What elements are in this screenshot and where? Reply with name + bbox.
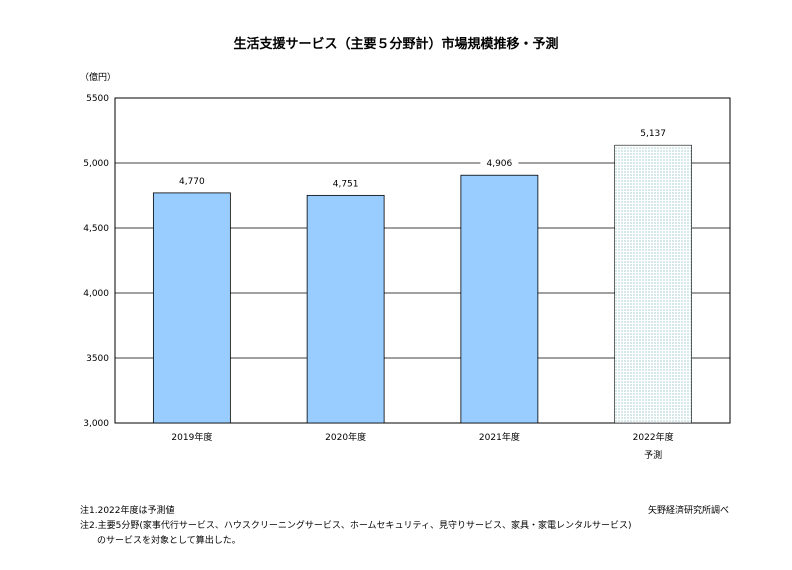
- data-label-background: [326, 176, 365, 189]
- data-labels: 4,770 4,751 4,906 5,137: [172, 126, 673, 189]
- plot-area: [114, 97, 731, 424]
- data-label-background: [634, 126, 673, 139]
- data-label-background: [480, 156, 519, 169]
- note-1: 注1.2022年度は予測値: [80, 506, 175, 516]
- y-tick-labels: 3,000 3500 4,000 4,500 5,000 5500: [83, 94, 109, 429]
- y-tick-label: 3,000: [83, 419, 109, 429]
- category-label: 2020年度: [325, 431, 366, 443]
- data-label-background: [172, 173, 211, 186]
- data-label: 4,906: [486, 159, 512, 169]
- category-label: 2019年度: [171, 431, 212, 443]
- bar: [460, 174, 539, 424]
- y-tick-label: 4,000: [83, 289, 109, 299]
- chart-title: 生活支援サービス（主要５分野計）市場規模推移・予測: [233, 37, 559, 52]
- bars: [152, 144, 692, 424]
- note-2-continued: のサービスを対象として算出した。: [97, 536, 241, 546]
- y-axis-unit-label: （億円）: [80, 73, 117, 83]
- y-tick-label: 5500: [86, 94, 109, 104]
- bar: [152, 192, 231, 424]
- source-credit: 矢野経済研究所調べ: [648, 506, 730, 516]
- data-label: 5,137: [640, 129, 666, 139]
- data-label: 4,770: [179, 177, 205, 187]
- y-tick-label: 3500: [86, 354, 109, 364]
- bar-forecast: [614, 144, 692, 424]
- y-tick-label: 4,500: [83, 224, 109, 234]
- category-label: 2021年度: [479, 431, 520, 443]
- note-2: 注2.主要5分野(家事代行サービス、ハウスクリーニングサービス、ホームセキュリテ…: [80, 521, 632, 531]
- y-tick-label: 5,000: [83, 159, 109, 169]
- category-sublabel: 予測: [644, 449, 662, 461]
- data-label: 4,751: [333, 179, 359, 189]
- category-label: 2022年度: [633, 431, 674, 443]
- bar: [306, 194, 385, 424]
